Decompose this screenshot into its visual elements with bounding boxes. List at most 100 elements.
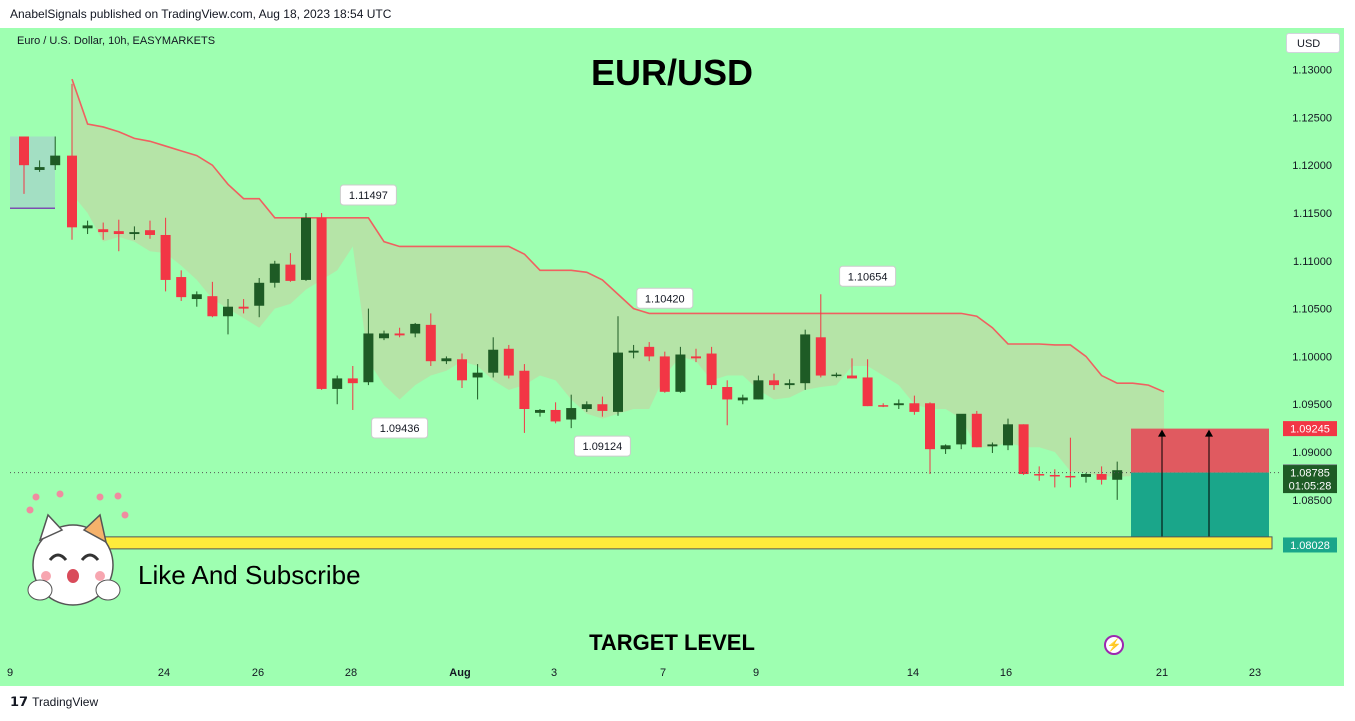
- candle-body: [550, 409, 561, 422]
- x-tick-label: 21: [1156, 667, 1168, 679]
- y-tick-label: 1.09000: [1292, 447, 1332, 459]
- price-callout-box: [636, 287, 694, 309]
- target-level-label: TARGET LEVEL: [589, 630, 755, 655]
- footer-brand: TradingView: [32, 695, 99, 709]
- price-callout-text: 1.10654: [848, 271, 888, 283]
- symbol-info[interactable]: Euro / U.S. Dollar, 10h, EASYMARKETS: [17, 35, 216, 47]
- target-level-bar: [71, 536, 1273, 550]
- candle-body: [503, 348, 514, 376]
- candle-body: [1034, 474, 1045, 476]
- candle-body: [457, 359, 467, 381]
- candle-body: [1112, 470, 1123, 480]
- candle-body: [50, 155, 61, 166]
- currency-button[interactable]: USD: [1286, 33, 1340, 53]
- candle-body: [691, 356, 701, 359]
- candle-body: [254, 282, 265, 306]
- cat-cheek-icon: [41, 571, 51, 581]
- y-tick-label: 1.10500: [1292, 304, 1332, 316]
- price-callout-box: [573, 435, 631, 457]
- candle-body: [519, 370, 530, 410]
- candle-body: [675, 354, 686, 392]
- candle-body: [238, 306, 249, 309]
- candle-body: [394, 333, 405, 336]
- axis-price-label: [1283, 537, 1337, 553]
- candle-body: [176, 277, 187, 298]
- axis-price-label: [1283, 421, 1337, 437]
- position-arrow-head: [1158, 429, 1166, 437]
- candle-body: [893, 403, 904, 406]
- footer: 𝟭𝟳 TradingView: [10, 694, 98, 710]
- candle-body: [1065, 475, 1076, 478]
- candle-body: [659, 356, 670, 392]
- candle-body: [753, 380, 764, 400]
- x-tick-label: 26: [252, 667, 264, 679]
- position-arrow-head: [1205, 429, 1213, 437]
- price-callout-box: [371, 417, 429, 439]
- candle-body: [815, 337, 826, 376]
- candle-body: [425, 324, 436, 362]
- candle-body: [488, 349, 499, 373]
- candle-body: [597, 404, 608, 411]
- cat-eye-icon: [48, 553, 68, 561]
- candle-body: [191, 294, 202, 300]
- price-callout-box: [339, 184, 397, 206]
- cat-paw-icon: [95, 579, 121, 601]
- candle-body: [956, 413, 967, 445]
- candle-body: [862, 377, 873, 407]
- chart-title: EUR/USD: [590, 52, 754, 93]
- x-tick-label: 23: [1249, 667, 1261, 679]
- cat-ear-icon: [38, 513, 64, 542]
- price-callout-box: [839, 265, 897, 287]
- candle-body: [1018, 424, 1029, 475]
- flower-icon: [121, 511, 129, 519]
- candle-body: [113, 231, 124, 235]
- x-tick-label: 9: [753, 667, 759, 679]
- bolt-icon[interactable]: ⚡: [1104, 635, 1124, 655]
- y-tick-label: 1.08500: [1292, 495, 1332, 507]
- flower-icon: [114, 492, 122, 500]
- candle-body: [940, 445, 951, 450]
- axis-price-text: 1.08785: [1290, 468, 1330, 480]
- candle-body: [784, 383, 795, 386]
- candle-body: [722, 387, 733, 400]
- candle-body: [207, 296, 218, 317]
- price-callout-text: 1.09124: [583, 441, 623, 453]
- candle-body: [67, 155, 77, 228]
- candle-body: [628, 350, 639, 353]
- candle-body: [285, 264, 296, 281]
- x-tick-label: 9: [7, 667, 13, 679]
- candle-body: [1049, 474, 1060, 477]
- candle-body: [472, 372, 483, 378]
- left-cloud-fragment: [10, 136, 55, 209]
- candle-body: [19, 136, 29, 166]
- candle-body: [98, 229, 109, 233]
- x-tick-label: Aug: [449, 667, 470, 679]
- cat-cheek-icon: [95, 571, 105, 581]
- candle-body: [800, 334, 811, 384]
- candle-body: [566, 408, 577, 420]
- candle-body: [831, 374, 842, 377]
- axis-countdown-text: 01:05:28: [1289, 481, 1332, 493]
- published-line: AnabelSignals published on TradingView.c…: [10, 7, 392, 21]
- cat-paw-icon: [27, 579, 53, 601]
- axis-price-text: 1.09245: [1290, 424, 1330, 436]
- candle-body: [613, 352, 623, 412]
- tradingview-logo-icon: 𝟭𝟳: [10, 694, 29, 709]
- candle-body: [706, 353, 717, 386]
- y-tick-label: 1.10000: [1292, 351, 1332, 363]
- candle-body: [1081, 474, 1091, 477]
- cat-ear-icon: [82, 513, 108, 544]
- candle-body: [737, 397, 748, 401]
- price-callout-text: 1.10420: [645, 293, 685, 305]
- price-callout-text: 1.11497: [349, 190, 388, 202]
- y-tick-label: 1.09500: [1292, 399, 1332, 411]
- flower-icon: [96, 493, 104, 501]
- cat-eye-icon: [80, 553, 100, 561]
- candle-body: [1096, 474, 1107, 480]
- candle-body: [129, 232, 140, 235]
- candle-body: [269, 263, 280, 283]
- candle-body: [82, 225, 93, 229]
- y-tick-label: 1.12500: [1292, 112, 1332, 124]
- candle-body: [316, 217, 327, 389]
